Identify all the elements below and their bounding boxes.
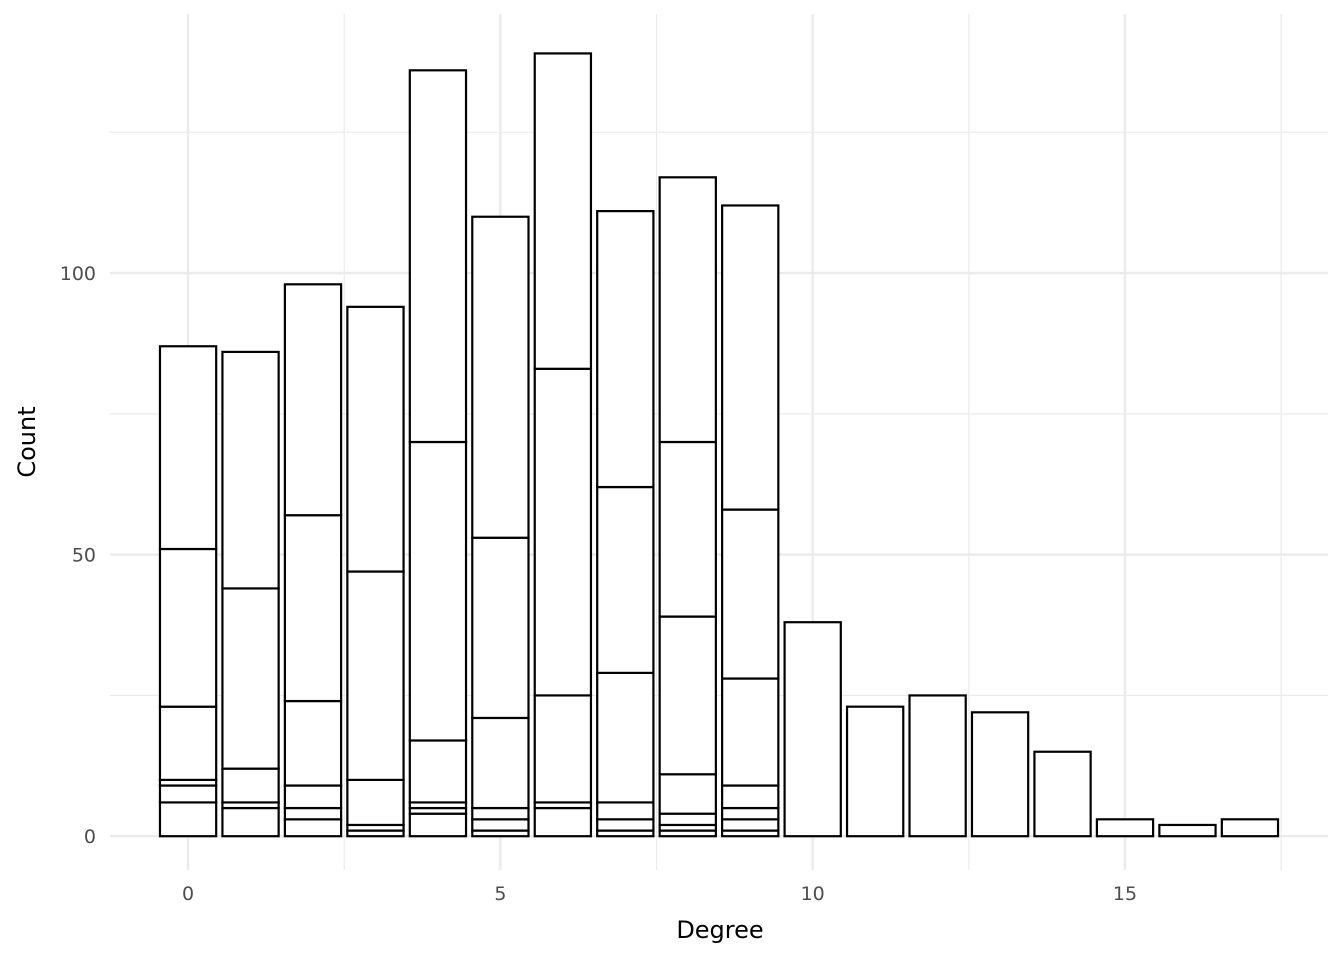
bar-segment-9-3 [721,784,780,810]
bar-segment-8-6 [658,176,717,444]
bar-segment-7-5 [596,210,655,489]
bar-segment-15-0 [1095,818,1155,838]
y-tick-labels: 0 50 100 [60,263,96,848]
bar-segment-3-4 [346,305,405,573]
bar-segment-4-0 [408,812,468,838]
bar-segment-0-1 [158,784,218,804]
bar-segment-11-0 [845,705,905,838]
x-tick-labels: 0 5 10 15 [182,883,1137,905]
bar-segment-10-0 [783,621,842,838]
y-tick-label: 50 [72,545,96,567]
bar-segment-5-5 [471,215,530,539]
bar-segment-13-0 [970,711,1030,838]
bar-segment-6-4 [533,52,593,370]
bar-segment-14-0 [1033,750,1092,838]
bar-segment-1-2 [221,767,280,804]
bar-segment-8-4 [658,615,717,776]
bar-segment-2-5 [283,283,343,517]
bar-segment-17-0 [1220,818,1280,838]
bar-segment-2-1 [283,806,343,821]
x-tick-label: 10 [801,883,825,905]
bar-segment-12-0 [908,694,967,838]
bar-segment-0-5 [158,345,218,551]
y-tick-label: 0 [84,826,96,848]
bar-segment-6-3 [533,367,593,697]
bar-segment-1-4 [221,350,280,590]
bar-segment-3-3 [346,570,405,781]
bar-segment-5-3 [471,716,530,810]
bar-segment-1-3 [221,587,280,770]
bar-segment-7-3 [596,671,655,804]
bar-segment-4-3 [408,739,468,804]
bar-segment-0-3 [158,705,218,781]
x-tick-label: 15 [1113,883,1137,905]
bar-segment-8-3 [658,773,717,815]
bar-segment-3-2 [346,778,405,827]
x-tick-label: 0 [182,883,194,905]
bar-segment-7-4 [596,485,655,674]
bar-segment-0-4 [158,547,218,708]
bar-segment-1-0 [221,806,280,838]
bar-segment-5-4 [471,536,530,720]
bar-segment-2-2 [283,784,343,810]
bar-segment-4-4 [408,440,468,742]
bar-segment-0-0 [158,801,218,838]
bar-segment-16-0 [1158,823,1217,838]
bar-segment-5-1 [471,818,530,832]
bar-segment-9-5 [721,508,780,680]
bar-segment-9-6 [721,204,780,511]
bar-segment-2-0 [283,818,343,838]
bar-segment-8-2 [658,812,717,827]
bar-segment-9-2 [721,806,780,821]
x-axis-title: Degree [676,916,763,944]
bar-segment-2-3 [283,699,343,787]
x-tick-label: 5 [494,883,506,905]
bar-segment-7-2 [596,801,655,821]
bar-segment-4-5 [408,69,468,444]
bar-segment-5-2 [471,806,530,821]
bar-segment-6-0 [533,806,593,838]
y-tick-label: 100 [60,263,96,285]
bar-segment-6-2 [533,694,593,804]
bar-segment-9-1 [721,818,780,832]
bar-segment-2-4 [283,514,343,703]
y-axis-title: Count [13,406,41,477]
bars [158,52,1280,838]
bar-segment-7-1 [596,818,655,832]
bar-segment-8-5 [658,440,717,618]
bar-segment-9-4 [721,677,780,787]
